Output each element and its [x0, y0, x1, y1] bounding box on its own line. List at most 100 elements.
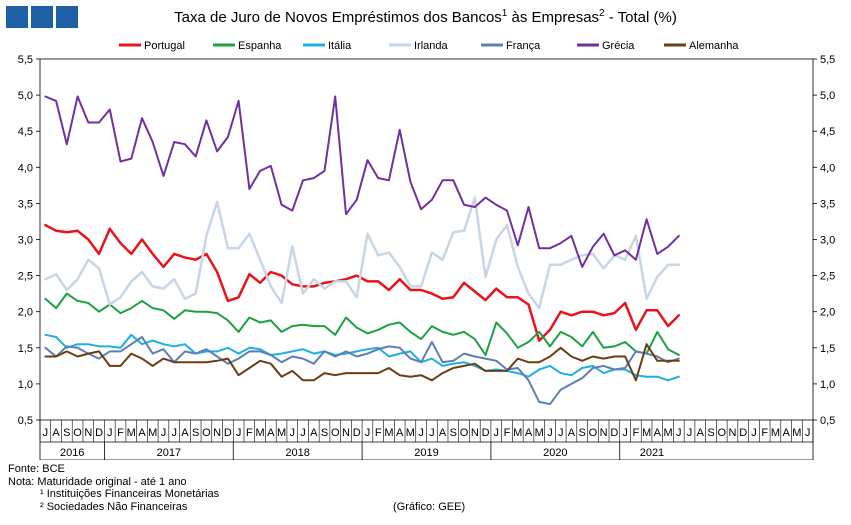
x-month-label: J — [236, 427, 242, 439]
series-line-alemanha — [44, 343, 680, 382]
x-month-label: S — [192, 427, 199, 439]
x-month-label: M — [127, 427, 136, 439]
x-month-label: O — [73, 427, 82, 439]
y-tick-label-left: 3,5 — [18, 198, 33, 210]
x-month-label: D — [353, 427, 361, 439]
x-month-label: M — [792, 427, 801, 439]
x-month-label: M — [513, 427, 522, 439]
x-year-label: 2016 — [60, 447, 84, 459]
y-tick-label-right: 2,5 — [820, 271, 835, 283]
logo-square-3 — [56, 6, 78, 28]
x-month-label: J — [751, 427, 757, 439]
legend-label-irlanda: Irlanda — [414, 40, 449, 52]
series-line-irlanda — [44, 196, 681, 310]
series-line-grécia — [44, 95, 680, 268]
legend-label-alemanha: Alemanha — [689, 40, 739, 52]
x-month-label: D — [739, 427, 747, 439]
x-month-label: O — [460, 427, 469, 439]
x-month-label: F — [375, 427, 382, 439]
title-mid: às Empresas — [507, 9, 600, 26]
x-month-label: J — [171, 427, 177, 439]
line-chart: 0,5 0,5 1,0 1,0 1,5 1,5 2,0 2,0 2,5 2,5 3,0 3,0 3,5 3… — [18, 40, 835, 460]
x-month-label: N — [471, 427, 479, 439]
x-month-label: A — [439, 427, 447, 439]
y-tick-label-right: 3,0 — [820, 235, 835, 247]
x-month-label: S — [707, 427, 714, 439]
x-month-label: M — [663, 427, 672, 439]
y-tick-label-left: 5,0 — [18, 90, 33, 102]
y-tick-label-left: 1,0 — [18, 379, 33, 391]
x-month-label: F — [117, 427, 124, 439]
series-line-frança — [44, 336, 680, 406]
series-line-itália — [44, 333, 680, 382]
x-month-label: J — [494, 427, 500, 439]
y-tick-label-right: 0,5 — [820, 415, 835, 427]
x-month-label: A — [654, 427, 662, 439]
x-month-label: D — [95, 427, 103, 439]
x-month-label: J — [687, 427, 693, 439]
y-tick-label-right: 1,0 — [820, 379, 835, 391]
x-year-label: 2019 — [414, 447, 438, 459]
y-tick-label-left: 0,5 — [18, 415, 33, 427]
gee-logo — [6, 6, 78, 28]
x-month-label: J — [290, 427, 296, 439]
source-note: Fonte: BCE — [8, 463, 65, 475]
title-sup2: 2 — [599, 8, 605, 19]
x-month-label: M — [384, 427, 393, 439]
x-month-label: A — [568, 427, 576, 439]
x-month-label: A — [396, 427, 404, 439]
x-month-label: M — [642, 427, 651, 439]
y-tick-label-right: 4,5 — [820, 126, 835, 138]
x-month-label: J — [676, 427, 682, 439]
y-tick-label-right: 1,5 — [820, 343, 835, 355]
x-month-label: J — [107, 427, 113, 439]
x-month-label: N — [342, 427, 350, 439]
x-month-label: J — [622, 427, 628, 439]
y-tick-label-right: 5,5 — [820, 54, 835, 66]
x-month-label: A — [52, 427, 60, 439]
x-month-label: O — [202, 427, 211, 439]
x-month-label: M — [535, 427, 544, 439]
x-month-label: A — [138, 427, 146, 439]
footnote-2: ² Sociedades Não Financeiras — [40, 500, 188, 513]
x-month-label: S — [63, 427, 70, 439]
footnotes: Fonte: BCE Nota: Maturidade original - a… — [8, 463, 219, 513]
x-month-label: A — [697, 427, 705, 439]
y-tick-label-left: 2,5 — [18, 271, 33, 283]
x-month-label: J — [805, 427, 811, 439]
x-year-label: 2020 — [543, 447, 567, 459]
legend-label-espanha: Espanha — [238, 40, 282, 52]
x-month-label: J — [429, 427, 435, 439]
x-month-label: N — [729, 427, 737, 439]
x-month-label: S — [450, 427, 457, 439]
x-month-label: F — [246, 427, 253, 439]
chart-credit: (Gráfico: GEE) — [393, 501, 466, 513]
y-tick-label-right: 2,0 — [820, 307, 835, 319]
chart-title: Taxa de Juro de Novos Empréstimos dos Ba… — [0, 8, 851, 26]
x-month-label: J — [365, 427, 371, 439]
legend-label-itália: Itália — [328, 40, 352, 52]
x-month-label: A — [310, 427, 318, 439]
x-month-label: A — [782, 427, 790, 439]
x-month-label: M — [771, 427, 780, 439]
x-year-label: 2021 — [640, 447, 664, 459]
y-tick-label-left: 1,5 — [18, 343, 33, 355]
x-month-label: D — [610, 427, 618, 439]
y-tick-label-right: 3,5 — [820, 198, 835, 210]
x-month-label: J — [161, 427, 167, 439]
title-end: - Total (%) — [604, 9, 677, 26]
x-month-label: S — [321, 427, 328, 439]
x-month-label: M — [148, 427, 157, 439]
y-tick-label-left: 4,5 — [18, 126, 33, 138]
x-month-label: F — [632, 427, 639, 439]
series-line-portugal — [44, 223, 681, 342]
x-month-label: J — [300, 427, 306, 439]
x-month-label: A — [525, 427, 533, 439]
title-sup1: 1 — [501, 8, 508, 19]
y-tick-label-right: 4,0 — [820, 162, 835, 174]
x-month-label: N — [213, 427, 221, 439]
x-month-label: D — [224, 427, 232, 439]
y-tick-label-right: 5,0 — [820, 90, 835, 102]
logo-square-1 — [6, 6, 28, 28]
x-month-label: O — [331, 427, 340, 439]
